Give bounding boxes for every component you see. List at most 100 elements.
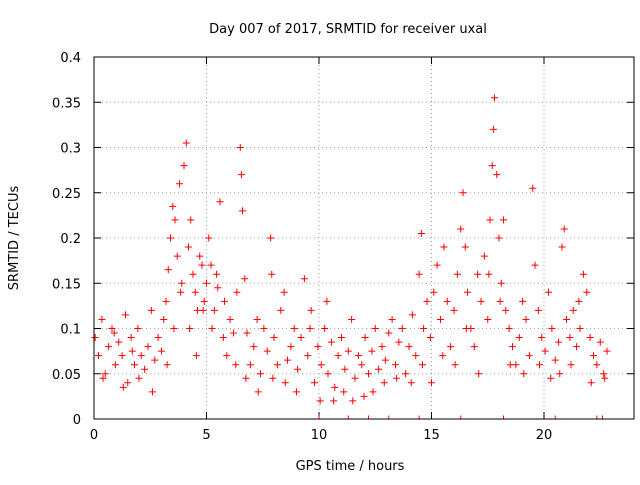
data-point (484, 315, 492, 323)
data-point (497, 279, 505, 287)
data-point (583, 288, 591, 296)
x-axis-label: GPS time / hours (296, 459, 405, 474)
data-point (590, 352, 597, 360)
data-point (555, 338, 563, 346)
data-point (407, 379, 415, 387)
data-point (230, 329, 237, 337)
data-point (480, 252, 488, 260)
data-point (162, 297, 170, 305)
data-point (118, 352, 126, 360)
data-point (579, 270, 587, 278)
data-point (189, 270, 197, 278)
data-point (426, 334, 434, 342)
data-point (485, 270, 493, 278)
data-point (547, 374, 555, 382)
data-point (360, 392, 368, 400)
data-point (128, 347, 136, 355)
data-point (375, 365, 383, 373)
data-point (569, 306, 577, 314)
data-point (538, 334, 546, 342)
data-point (91, 334, 99, 342)
data-point (395, 338, 403, 346)
y-tick-label: 0.05 (52, 368, 81, 383)
data-point (110, 329, 118, 337)
data-point (423, 297, 431, 305)
data-point (99, 374, 107, 382)
data-point (111, 361, 119, 369)
data-point (405, 343, 413, 351)
data-point (408, 311, 416, 319)
data-point (440, 243, 448, 251)
data-point (108, 325, 116, 332)
data-point (134, 325, 142, 332)
y-tick-label: 0.2 (60, 232, 81, 247)
data-point (344, 347, 352, 355)
data-point (176, 180, 183, 188)
data-point (141, 365, 149, 373)
data-point (232, 361, 240, 369)
data-point (430, 288, 438, 296)
data-point (263, 347, 271, 355)
data-point (122, 311, 129, 319)
data-point (388, 315, 396, 323)
data-point (525, 352, 533, 360)
data-point (324, 370, 332, 378)
data-point (491, 94, 498, 102)
data-point (470, 343, 478, 351)
data-point (433, 261, 441, 269)
data-point (420, 325, 428, 332)
data-point (334, 352, 342, 360)
data-point (371, 325, 379, 332)
data-point (493, 171, 501, 179)
data-point (509, 343, 516, 351)
data-point (160, 315, 168, 323)
data-point (101, 370, 109, 378)
data-point (127, 334, 135, 342)
data-point (365, 370, 372, 378)
data-point (551, 356, 559, 364)
data-point (531, 261, 539, 269)
data-point (163, 361, 171, 369)
data-point (164, 266, 172, 274)
data-point (180, 162, 188, 170)
data-point (105, 343, 113, 351)
data-point (214, 284, 222, 292)
data-point (558, 243, 566, 251)
data-point (207, 261, 215, 269)
data-point (340, 388, 348, 396)
data-point (233, 288, 241, 296)
data-point (124, 379, 132, 387)
data-point (536, 361, 543, 369)
data-point (95, 352, 102, 360)
data-point (297, 334, 305, 342)
data-point (520, 370, 528, 378)
data-point (144, 343, 152, 351)
data-point (169, 202, 177, 210)
x-tick-label: 20 (536, 428, 553, 443)
data-point (200, 297, 208, 305)
data-point (199, 306, 207, 314)
x-tick-label: 5 (202, 428, 210, 443)
data-point (587, 379, 595, 387)
data-point (330, 397, 338, 405)
data-point (147, 306, 155, 314)
data-point (417, 229, 425, 237)
data-point (496, 297, 504, 305)
data-point (167, 234, 174, 242)
data-point (573, 343, 581, 351)
data-point (243, 329, 251, 337)
data-point (419, 361, 426, 369)
data-point (270, 334, 278, 342)
data-point (242, 374, 250, 382)
data-point (213, 270, 221, 278)
data-point (241, 275, 249, 283)
data-point (548, 325, 556, 332)
data-point (306, 325, 314, 332)
data-point (380, 379, 388, 387)
data-point (191, 288, 199, 296)
data-point (196, 252, 204, 260)
data-point (567, 361, 575, 369)
data-point (281, 379, 289, 387)
y-tick-label: 0.35 (52, 96, 81, 111)
data-point (500, 216, 507, 224)
